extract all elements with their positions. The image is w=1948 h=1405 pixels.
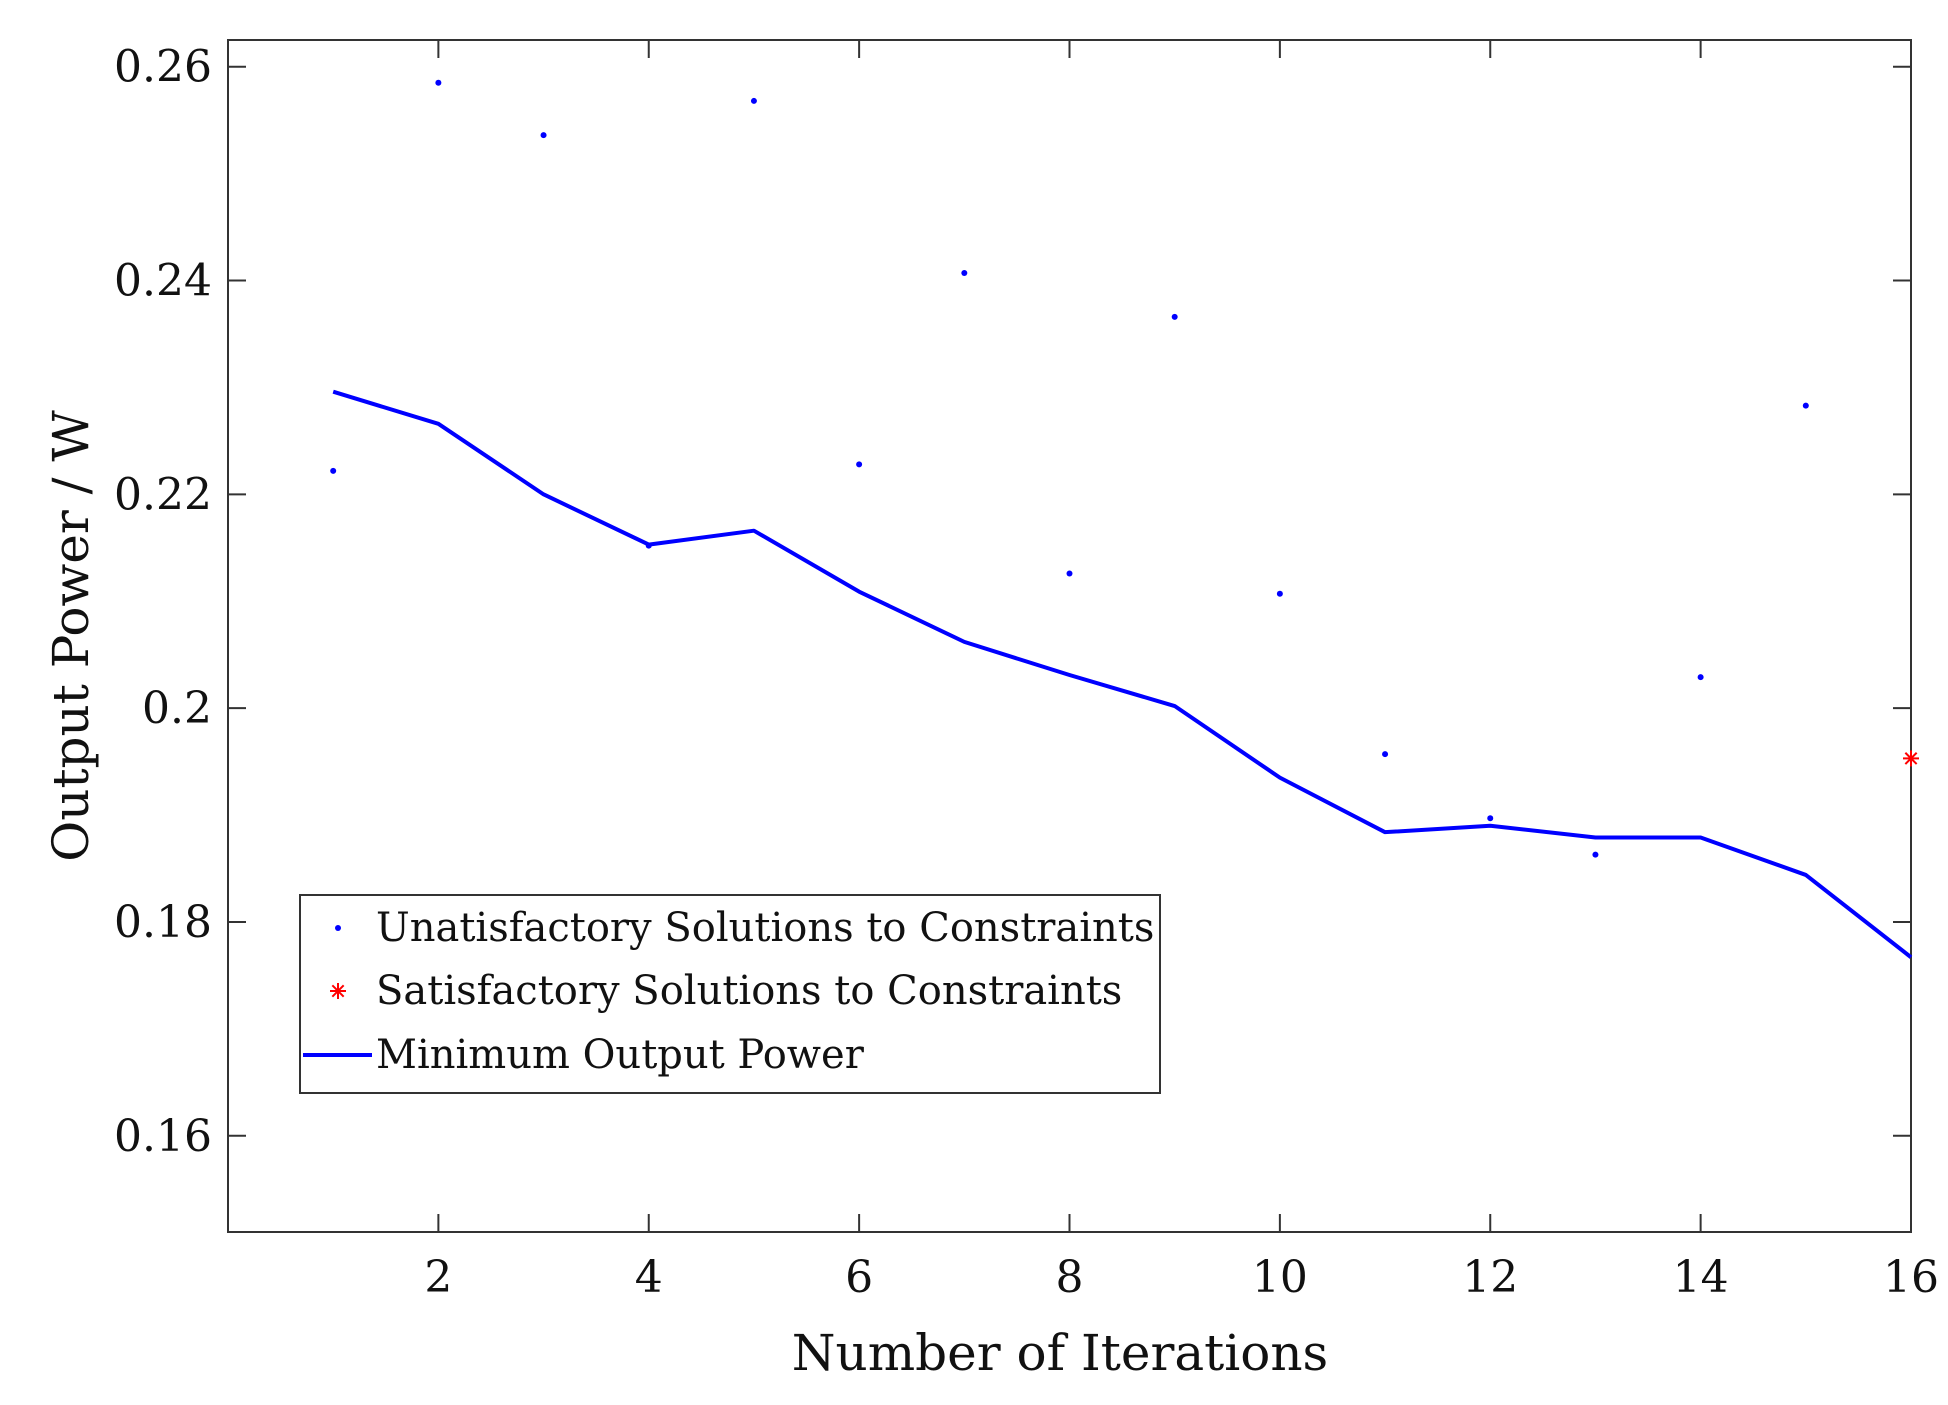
unsatisfactory-point [1487, 815, 1494, 822]
unsatisfactory-point [750, 97, 757, 104]
unsatisfactory-point [1802, 402, 1809, 409]
unsatisfactory-point [435, 79, 442, 86]
y-tick-label: 0.22 [114, 469, 212, 520]
x-ticks: 2 4 6 8 10 12 14 16 [424, 40, 1939, 1303]
minimum-power-line [332, 389, 1913, 959]
y-tick-label: 0.2 [142, 683, 212, 734]
unsatisfactory-point [1066, 570, 1073, 577]
asterisk-stroke [1904, 752, 1918, 765]
unsatisfactory-point [961, 270, 968, 277]
legend-box [299, 894, 1161, 1094]
x-tick-label: 12 [1462, 1252, 1518, 1303]
unsatisfactory-point [1171, 313, 1178, 320]
legend-asterisk [330, 983, 346, 999]
unsatisfactory-point [330, 467, 337, 474]
unsatisfactory-point [1276, 590, 1283, 597]
x-tick-label: 10 [1252, 1252, 1308, 1303]
legend-marker-unsatisfactory [335, 925, 341, 931]
series-layer [330, 79, 1919, 959]
unsatisfactory-point [540, 132, 547, 139]
legend: Unatisfactory Solutions to Constraints S… [299, 894, 1161, 1094]
satisfactory-point [1903, 750, 1919, 767]
x-tick-label: 8 [1056, 1252, 1084, 1303]
y-tick-label: 0.24 [114, 256, 212, 307]
x-tick-label: 4 [635, 1252, 663, 1303]
unsatisfactory-point [856, 461, 863, 468]
x-tick-label: 16 [1883, 1252, 1939, 1303]
x-tick-label: 6 [845, 1252, 873, 1303]
x-tick-label: 2 [424, 1252, 452, 1303]
legend-label-unsatisfactory: Unatisfactory Solutions to Constraints [376, 905, 1154, 951]
y-tick-label: 0.16 [114, 1111, 212, 1162]
legend-label-satisfactory: Satisfactory Solutions to Constraints [376, 968, 1122, 1014]
x-axis-title: Number of Iterations [792, 1324, 1328, 1382]
unsatisfactory-point [1382, 751, 1389, 758]
y-tick-label: 0.18 [114, 897, 212, 948]
y-axis-title: Output Power / W [42, 410, 100, 862]
unsatisfactory-point [1697, 674, 1704, 681]
y-tick-label: 0.26 [114, 42, 212, 93]
x-tick-label: 14 [1673, 1252, 1729, 1303]
unsatisfactory-point [1592, 851, 1599, 858]
legend-label-minimum: Minimum Output Power [376, 1032, 865, 1078]
asterisk-stroke [331, 984, 345, 998]
legend-marker-satisfactory [330, 983, 346, 999]
y-ticks: 0.16 0.18 0.2 0.22 0.24 0.26 [114, 42, 1911, 1162]
